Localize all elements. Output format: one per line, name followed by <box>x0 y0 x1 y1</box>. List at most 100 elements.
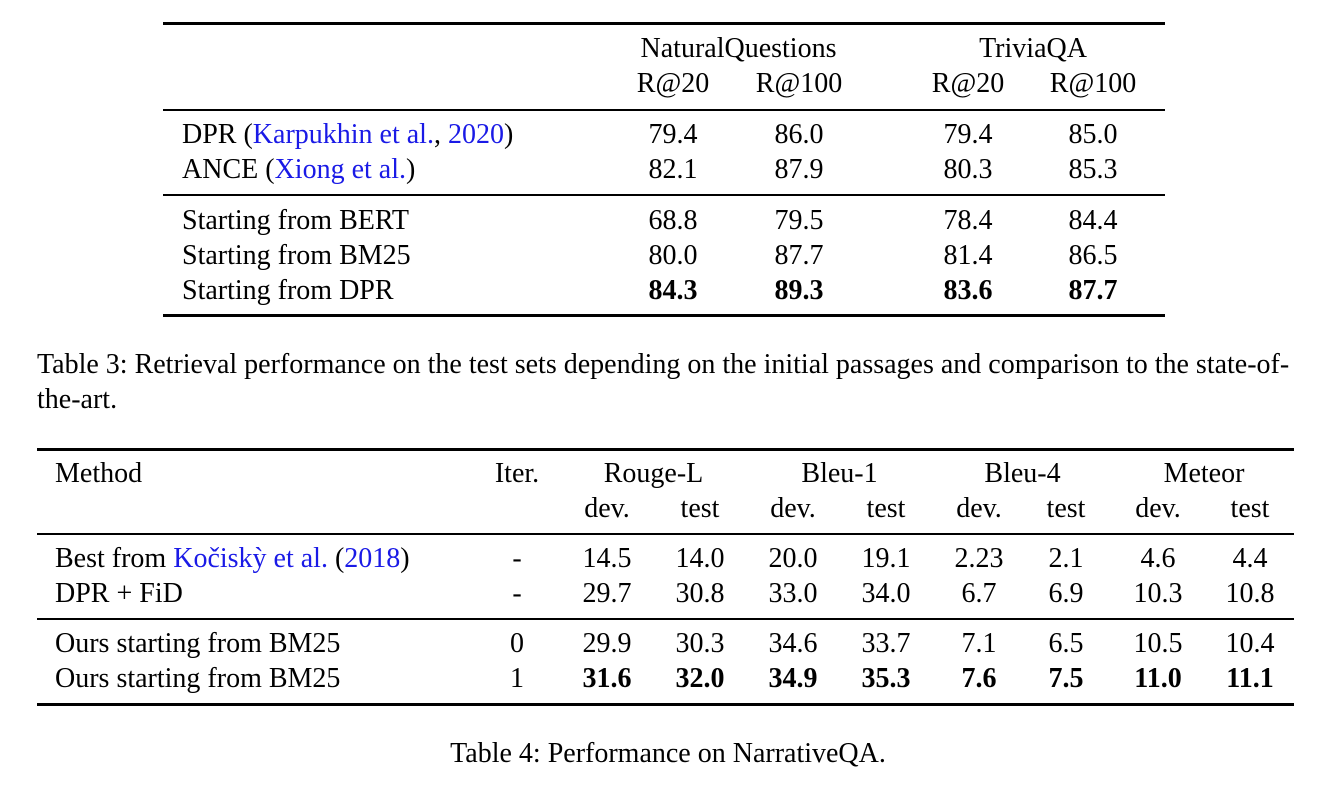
table-cell: 82.1 <box>648 154 698 185</box>
table-cell: 87.9 <box>774 154 824 185</box>
table-cell-best: 34.9 <box>768 663 818 694</box>
table-cell: 10.3 <box>1133 578 1183 609</box>
metric-header-bleu-4: Bleu-4 <box>984 458 1061 489</box>
table-cell: 78.4 <box>943 205 993 236</box>
table-row: DPR (Karpukhin et al., 2020) 79.4 86.0 7… <box>163 117 1165 152</box>
table-cell: 86.0 <box>774 119 824 150</box>
table-cell: 4.6 <box>1140 543 1176 574</box>
table-cell: 34.0 <box>861 578 911 609</box>
citation-link[interactable]: Karpukhin et al. <box>252 119 434 150</box>
citation-link[interactable]: Kočiskỳ et al. <box>173 543 328 574</box>
table-cell: 80.0 <box>648 240 698 271</box>
table-cell: 2.1 <box>1048 543 1084 574</box>
iter-cell: - <box>512 543 522 574</box>
table-cell: 4.4 <box>1232 543 1268 574</box>
table-3-caption: Table 3: Retrieval performance on the te… <box>37 349 1290 415</box>
metric-header-bleu-1: Bleu-1 <box>801 458 878 489</box>
iter-cell: 0 <box>510 628 524 659</box>
row-label: ANCE (Xiong et al.) <box>182 154 416 185</box>
iter-header: Iter. <box>494 458 540 489</box>
table-cell: 14.5 <box>582 543 632 574</box>
table-row: ANCE (Xiong et al.) 82.1 87.9 80.3 85.3 <box>163 152 1165 187</box>
split-header: test <box>1046 493 1086 524</box>
group-header-naturalquestions: NaturalQuestions <box>640 33 837 64</box>
metric-header-rouge-l: Rouge-L <box>603 458 704 489</box>
table-cell: 10.8 <box>1225 578 1275 609</box>
table-cell-best: 87.7 <box>1068 275 1118 306</box>
table-cell: 2.23 <box>954 543 1004 574</box>
table-cell: 33.7 <box>861 628 911 659</box>
metric-header: R@20 <box>636 68 710 99</box>
table-cell-best: 35.3 <box>861 663 911 694</box>
split-header: test <box>1230 493 1270 524</box>
table-cell: 80.3 <box>943 154 993 185</box>
table-rule-top <box>163 22 1165 25</box>
table-cell: 84.4 <box>1068 205 1118 236</box>
row-label: Starting from BM25 <box>182 240 411 271</box>
row-label: Ours starting from BM25 <box>55 663 341 694</box>
table-cell: 20.0 <box>768 543 818 574</box>
citation-year-link[interactable]: 2018 <box>344 543 401 574</box>
table-cell-best: 84.3 <box>648 275 698 306</box>
split-header: test <box>680 493 720 524</box>
table-rule-mid <box>163 194 1165 196</box>
table-cell: 10.5 <box>1133 628 1183 659</box>
table-cell-best: 11.0 <box>1134 663 1182 694</box>
table-cell: 6.7 <box>961 578 997 609</box>
table-cell: 30.3 <box>675 628 725 659</box>
split-header: dev. <box>770 493 816 524</box>
table-cell-best: 83.6 <box>943 275 993 306</box>
table-cell: 79.4 <box>648 119 698 150</box>
metric-header: R@100 <box>755 68 843 99</box>
metric-header: R@100 <box>1049 68 1137 99</box>
table-row: Starting from BM25 80.0 87.7 81.4 86.5 <box>163 238 1165 273</box>
table-cell-best: 32.0 <box>675 663 725 694</box>
table-cell: 10.4 <box>1225 628 1275 659</box>
table-cell: 81.4 <box>943 240 993 271</box>
table-cell: 14.0 <box>675 543 725 574</box>
table-rule-mid <box>163 109 1165 111</box>
table-cell: 86.5 <box>1068 240 1118 271</box>
table-row: Ours starting from BM25 1 31.6 32.0 34.9… <box>37 661 1294 696</box>
table-rule-bottom <box>163 314 1165 317</box>
table-rule-mid <box>37 618 1294 620</box>
method-header: Method <box>55 458 143 489</box>
table-cell: 29.9 <box>582 628 632 659</box>
iter-cell: 1 <box>510 663 524 694</box>
table-cell: 79.5 <box>774 205 824 236</box>
table-row: Ours starting from BM25 0 29.9 30.3 34.6… <box>37 626 1294 661</box>
table-cell: 29.7 <box>582 578 632 609</box>
split-header: dev. <box>956 493 1002 524</box>
table-cell-best: 31.6 <box>582 663 632 694</box>
table-cell-best: 11.1 <box>1226 663 1274 694</box>
citation-year-link[interactable]: 2020 <box>447 119 504 150</box>
table-cell: 33.0 <box>768 578 818 609</box>
row-label: Ours starting from BM25 <box>55 628 341 659</box>
table-cell: 68.8 <box>648 205 698 236</box>
table-cell: 79.4 <box>943 119 993 150</box>
table-cell-best: 7.6 <box>961 663 997 694</box>
citation-link[interactable]: Xiong et al. <box>274 154 406 185</box>
iter-cell: - <box>512 578 522 609</box>
table-cell: 6.5 <box>1048 628 1084 659</box>
split-header: dev. <box>584 493 630 524</box>
metric-header-meteor: Meteor <box>1163 458 1245 489</box>
table-row: DPR + FiD - 29.7 30.8 33.0 34.0 6.7 6.9 … <box>37 576 1294 611</box>
metric-header: R@20 <box>931 68 1005 99</box>
row-label: Best from Kočiskỳ et al. (2018) <box>55 543 410 574</box>
table-rule-mid <box>37 533 1294 535</box>
table-cell: 30.8 <box>675 578 725 609</box>
split-header: dev. <box>1135 493 1181 524</box>
row-label: Starting from DPR <box>182 275 394 306</box>
table-cell: 87.7 <box>774 240 824 271</box>
table-rule-top <box>37 448 1294 451</box>
table-row: Starting from BERT 68.8 79.5 78.4 84.4 <box>163 203 1165 238</box>
table-row: Starting from DPR 84.3 89.3 83.6 87.7 <box>163 273 1165 308</box>
row-label: Starting from BERT <box>182 205 409 236</box>
table-cell-best: 7.5 <box>1048 663 1084 694</box>
table-rule-bottom <box>37 703 1294 706</box>
group-header-triviaqa: TriviaQA <box>979 33 1087 64</box>
table-cell: 34.6 <box>768 628 818 659</box>
table-cell: 85.0 <box>1068 119 1118 150</box>
split-header: test <box>866 493 906 524</box>
